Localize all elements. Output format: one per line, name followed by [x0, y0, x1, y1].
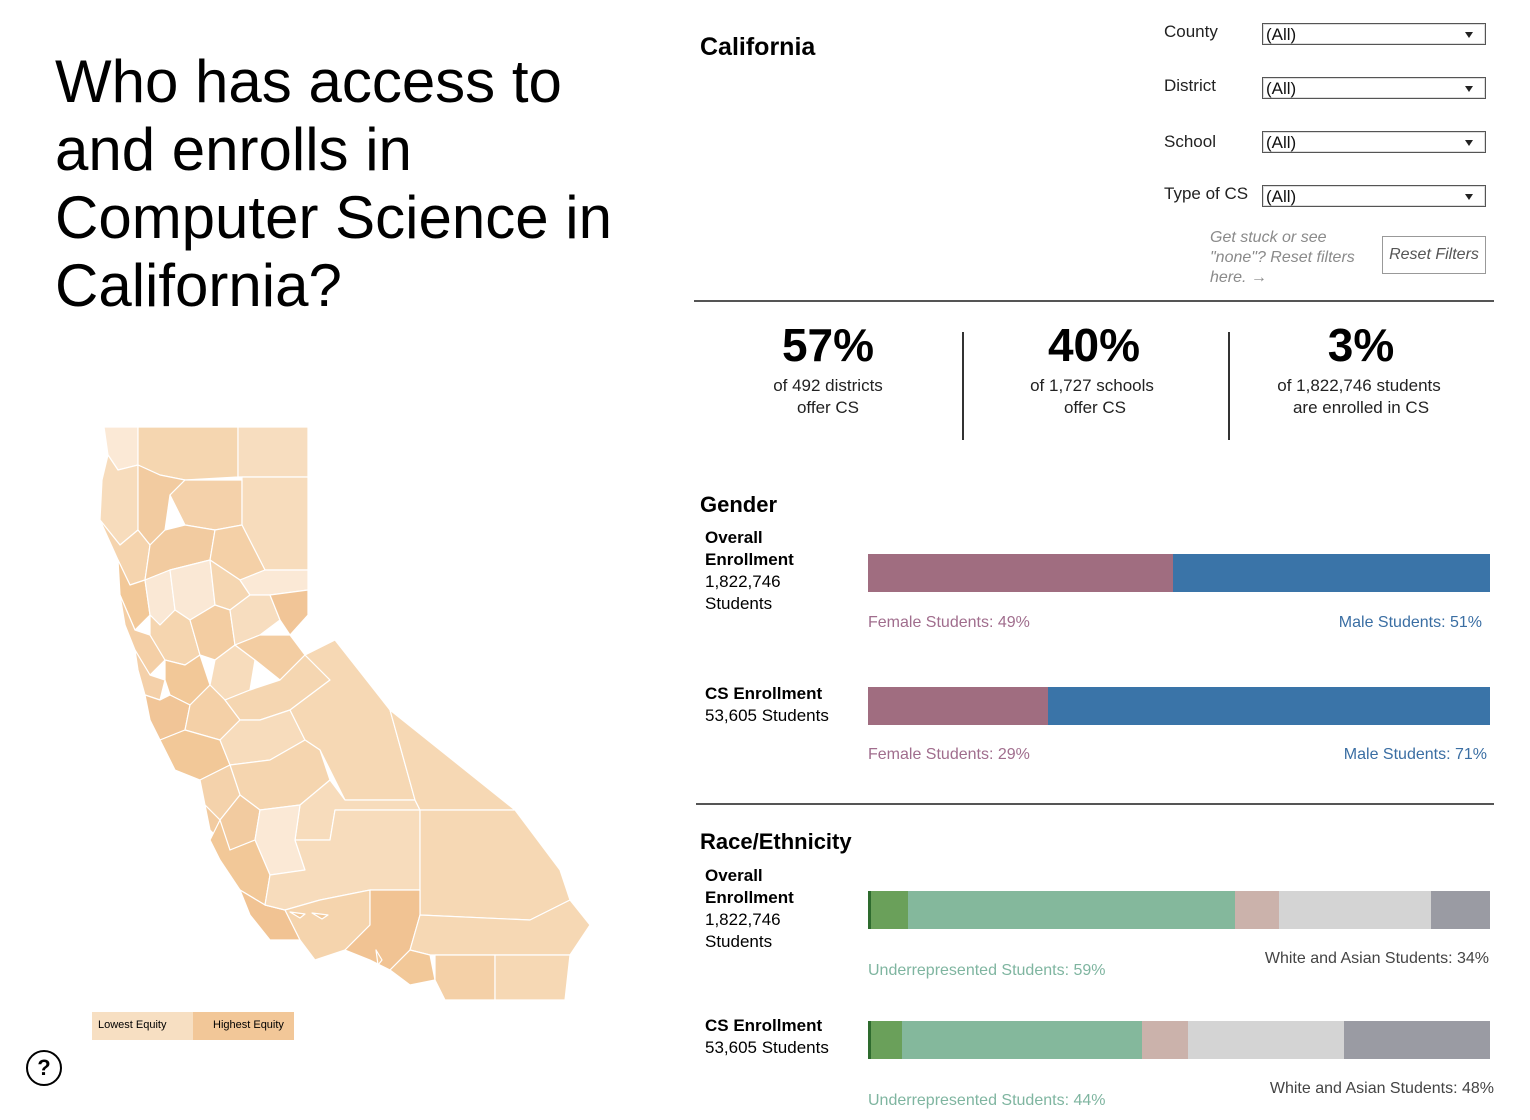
gender-overall-count: 1,822,746	[705, 572, 781, 591]
race-segment-5	[1188, 1021, 1344, 1059]
race-cs-label-title: CS Enrollment	[705, 1016, 823, 1035]
help-button[interactable]: ?	[26, 1050, 62, 1086]
legend-high-label: Highest Equity	[213, 1019, 284, 1031]
gender-cs-bar	[868, 687, 1490, 725]
stat-students-value: 3%	[1327, 319, 1395, 371]
county-dropdown[interactable]: (All)	[1262, 23, 1486, 45]
race-overall-count: 1,822,746	[705, 910, 781, 929]
race-segment-4	[1141, 1021, 1189, 1059]
race-overall-label-line1: Overall	[705, 866, 763, 885]
legend-high-swatch: Highest Equity	[193, 1012, 294, 1040]
reset-filters-hint: Get stuck or see "none"? Reset filters h…	[1210, 229, 1355, 286]
district-dropdown-value: (All)	[1266, 79, 1297, 98]
legend-low-swatch: Lowest Equity	[92, 1012, 193, 1040]
filter-label-county: County	[1164, 22, 1218, 41]
reset-filters-button[interactable]: Reset Filters	[1382, 236, 1486, 274]
chevron-down-icon	[1465, 32, 1473, 38]
gender-overall-bar	[868, 554, 1490, 592]
male-caption: Male Students: 71%	[1343, 746, 1487, 763]
gender-overall-label-line1: Overall	[705, 528, 763, 547]
stat-schools-line1: of 1,727 schools	[1030, 376, 1154, 395]
stat-students-line2: are enrolled in CS	[1292, 398, 1430, 417]
map-legend: Lowest Equity Highest Equity	[92, 1012, 294, 1040]
underrepresented-caption: Underrepresented Students: 44%	[868, 1092, 1106, 1109]
gender-cs-label: CS Enrollment 53,605 Students	[705, 683, 829, 727]
race-overall-unit: Students	[705, 932, 773, 951]
race-segment-3	[902, 1021, 1142, 1059]
district-dropdown[interactable]: (All)	[1262, 77, 1486, 99]
divider	[694, 300, 1494, 302]
school-dropdown-value: (All)	[1266, 133, 1297, 152]
male-caption: Male Students: 51%	[1338, 614, 1482, 631]
race-segment-5	[1278, 891, 1431, 929]
race-segment-2	[871, 891, 909, 929]
county-dropdown-value: (All)	[1266, 25, 1297, 44]
race-segment-4	[1234, 891, 1279, 929]
race-overall-label: Overall Enrollment 1,822,746 Students	[705, 865, 794, 953]
male-segment	[1172, 554, 1490, 592]
race-segment-6	[1430, 891, 1490, 929]
stat-districts-line1: of 492 districts	[773, 376, 883, 395]
filter-label-school: School	[1164, 132, 1216, 151]
chevron-down-icon	[1465, 140, 1473, 146]
female-caption: Female Students: 49%	[868, 614, 1030, 631]
gender-overall-unit: Students	[705, 594, 773, 613]
gender-section-title: Gender	[700, 492, 778, 517]
gender-overall-label: Overall Enrollment 1,822,746 Students	[705, 527, 794, 615]
race-segment-6	[1343, 1021, 1490, 1059]
legend-low-label: Lowest Equity	[98, 1019, 167, 1031]
race-overall-label-line2: Enrollment	[705, 888, 794, 907]
race-cs-label: CS Enrollment 53,605 Students	[705, 1015, 829, 1059]
stat-districts-value: 57%	[781, 319, 875, 371]
stat-students-line1: of 1,822,746 students	[1277, 376, 1441, 395]
divider	[696, 803, 1494, 805]
filter-label-district: District	[1164, 76, 1216, 95]
race-cs-bar	[868, 1021, 1490, 1059]
county-map-svg[interactable]	[90, 420, 600, 1010]
filter-label-type-of-cs: Type of CS	[1164, 184, 1249, 203]
school-dropdown[interactable]: (All)	[1262, 131, 1486, 153]
gender-cs-label-title: CS Enrollment	[705, 684, 823, 703]
gender-overall-label-line2: Enrollment	[705, 550, 794, 569]
divider	[962, 332, 964, 440]
white-asian-caption: White and Asian Students: 34%	[1264, 950, 1489, 967]
race-segment-2	[871, 1021, 903, 1059]
race-segment-3	[908, 891, 1235, 929]
california-county-map[interactable]	[90, 420, 600, 1010]
underrepresented-caption: Underrepresented Students: 59%	[868, 962, 1106, 979]
race-cs-count: 53,605 Students	[705, 1038, 829, 1057]
female-segment	[868, 554, 1173, 592]
chevron-down-icon	[1465, 194, 1473, 200]
stat-districts-line2: offer CS	[796, 398, 860, 417]
race-segment-1	[868, 1021, 872, 1059]
chevron-down-icon	[1465, 86, 1473, 92]
type-of-cs-dropdown[interactable]: (All)	[1262, 185, 1486, 207]
female-caption: Female Students: 29%	[868, 746, 1030, 763]
race-overall-bar	[868, 891, 1490, 929]
race-section-title: Race/Ethnicity	[700, 829, 852, 854]
page-title: Who has access to and enrolls in Compute…	[55, 48, 612, 319]
stat-schools-value: 40%	[1047, 319, 1141, 371]
white-asian-caption: White and Asian Students: 48%	[1269, 1080, 1494, 1097]
male-segment	[1048, 687, 1490, 725]
female-segment	[868, 687, 1049, 725]
type-of-cs-dropdown-value: (All)	[1266, 187, 1297, 206]
gender-cs-count: 53,605 Students	[705, 706, 829, 725]
region-title: California	[700, 33, 816, 61]
stat-schools-line2: offer CS	[1063, 398, 1127, 417]
divider	[1228, 332, 1230, 440]
race-segment-1	[868, 891, 872, 929]
